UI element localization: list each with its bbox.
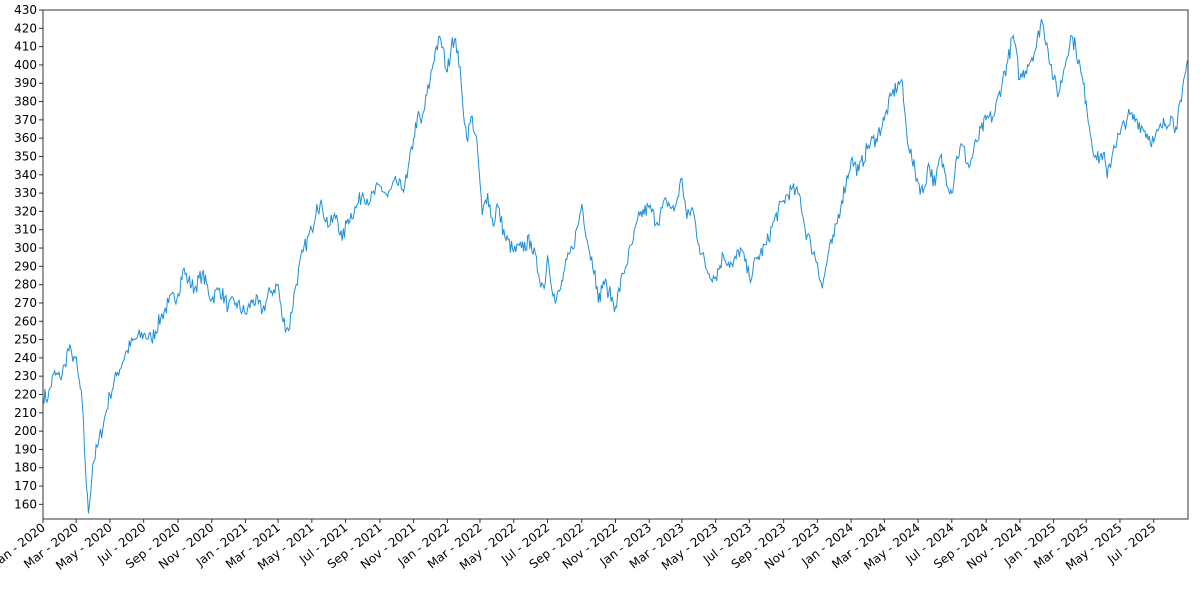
y-tick-label: 240 — [14, 351, 37, 365]
y-tick-label: 170 — [14, 479, 37, 493]
y-tick-label: 360 — [14, 131, 37, 145]
y-tick-label: 410 — [14, 40, 37, 54]
y-tick-label: 280 — [14, 278, 37, 292]
y-tick-label: 310 — [14, 223, 37, 237]
y-tick-label: 340 — [14, 168, 37, 182]
y-tick-label: 210 — [14, 406, 37, 420]
y-tick-label: 270 — [14, 296, 37, 310]
series-line — [42, 19, 1189, 514]
y-tick-label: 300 — [14, 241, 37, 255]
y-tick-label: 430 — [14, 3, 37, 17]
y-tick-label: 160 — [14, 497, 37, 511]
y-tick-label: 260 — [14, 314, 37, 328]
y-tick-label: 220 — [14, 387, 37, 401]
y-tick-label: 250 — [14, 333, 37, 347]
y-tick-label: 370 — [14, 113, 37, 127]
y-tick-label: 420 — [14, 21, 37, 35]
y-tick-label: 330 — [14, 186, 37, 200]
y-tick-label: 390 — [14, 76, 37, 90]
y-tick-label: 190 — [14, 442, 37, 456]
y-tick-label: 290 — [14, 259, 37, 273]
y-tick-label: 200 — [14, 424, 37, 438]
y-tick-label: 180 — [14, 461, 37, 475]
plot-frame — [42, 9, 1189, 520]
plot-area — [42, 9, 1189, 520]
y-tick-label: 380 — [14, 95, 37, 109]
y-tick-label: 230 — [14, 369, 37, 383]
y-tick-label: 400 — [14, 58, 37, 72]
y-tick-label: 320 — [14, 204, 37, 218]
y-axis: 160 170 180 190 200 210 220 230 240 250 260 270 280 2… — [14, 3, 43, 511]
y-tick-label: 350 — [14, 149, 37, 163]
